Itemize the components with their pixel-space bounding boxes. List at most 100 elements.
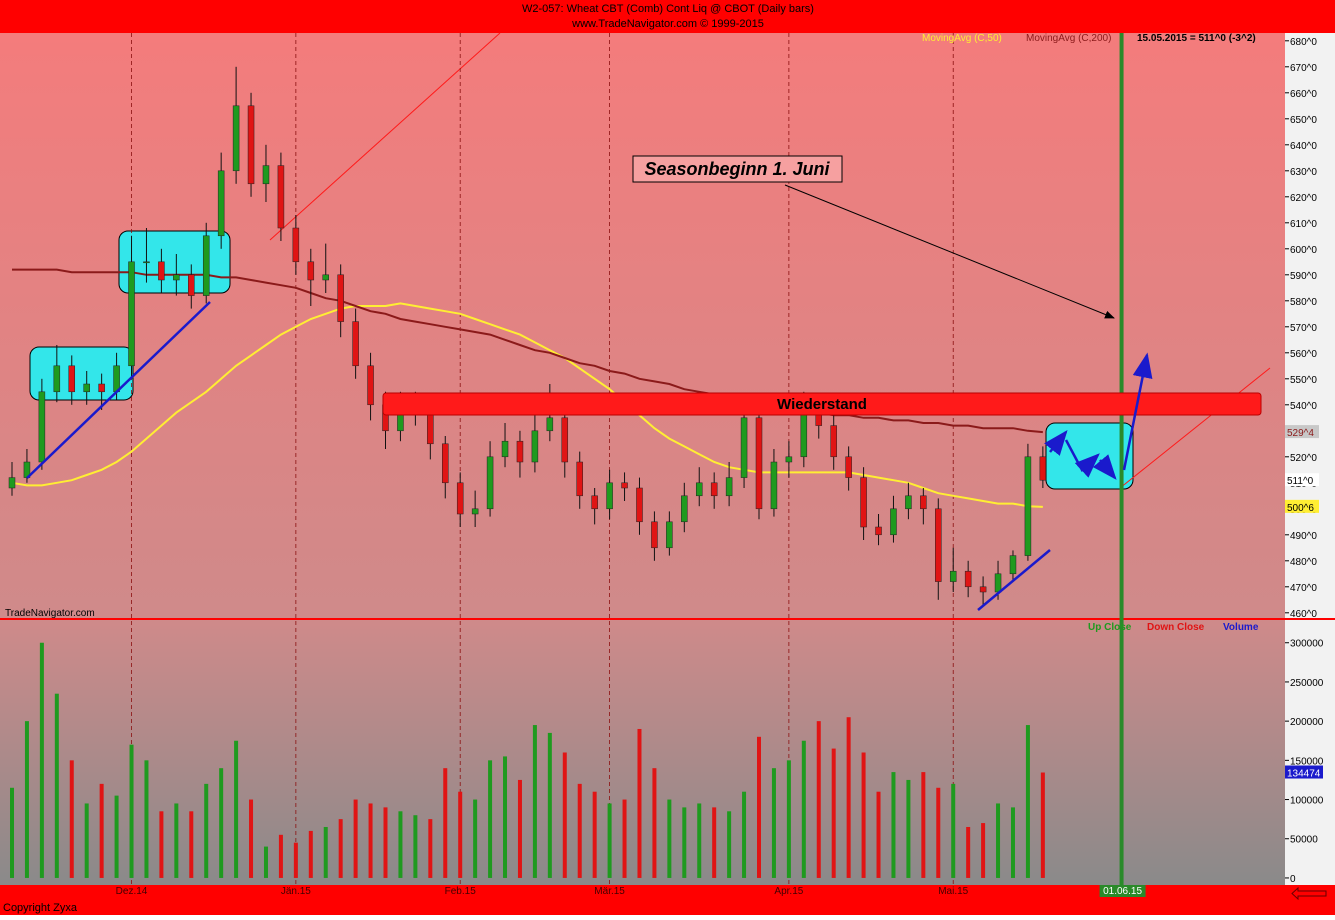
- y-tick-label: 100000: [1290, 796, 1324, 807]
- volume-bar: [293, 842, 298, 878]
- volume-bar: [981, 823, 986, 878]
- volume-bar: [727, 811, 732, 878]
- candle-body: [113, 365, 120, 393]
- scroll-arrow[interactable]: [1291, 886, 1327, 901]
- y-tick-label: 620^0: [1290, 193, 1317, 204]
- candle-body: [173, 274, 180, 281]
- y-tick-label: 50000: [1290, 835, 1318, 846]
- volume-bar: [69, 760, 74, 878]
- value-tag: [1285, 499, 1319, 513]
- volume-bar: [607, 803, 612, 878]
- volume-bar: [996, 803, 1001, 878]
- candle-body: [994, 573, 1002, 593]
- candle-body: [531, 430, 539, 463]
- y-tick-label: 480^0: [1290, 557, 1317, 568]
- volume-panel: [0, 620, 1285, 885]
- volume-bar: [159, 811, 164, 878]
- candle-body: [681, 495, 688, 523]
- candle-body: [262, 165, 270, 185]
- candle-body: [38, 391, 46, 463]
- volume-bar: [577, 783, 582, 878]
- candle-body: [292, 227, 300, 263]
- volume-bar: [249, 799, 254, 878]
- candle-body: [546, 417, 554, 432]
- support-line: [26, 301, 211, 479]
- volume-bar: [697, 803, 702, 878]
- y-tick-label: 640^0: [1290, 141, 1317, 152]
- candle-body: [337, 274, 344, 322]
- candle-body: [1009, 555, 1017, 575]
- y-tick-label: 670^0: [1290, 63, 1317, 74]
- moving-average: [12, 268, 1043, 434]
- volume-bar: [742, 791, 747, 878]
- watermark: TradeNavigator.com: [5, 608, 95, 619]
- volume-bar: [398, 811, 403, 878]
- volume-bar: [144, 760, 149, 878]
- resistance-label: Wiederstand: [777, 396, 867, 413]
- y-tick-label: 600^0: [1290, 245, 1317, 256]
- volume-bar: [383, 807, 388, 878]
- volume-bar: [786, 760, 791, 878]
- y-tick-label: 560^0: [1290, 349, 1317, 360]
- volume-bar: [1040, 772, 1045, 878]
- volume-bar: [263, 846, 268, 878]
- volume-bar: [54, 693, 59, 878]
- y-tick-label: 540^0: [1290, 401, 1317, 412]
- legend-entry: MovingAvg (C,50): [922, 33, 1002, 44]
- volume-bar: [682, 807, 687, 878]
- candle-body: [202, 235, 210, 296]
- volume-bar: [308, 830, 313, 878]
- volume-bar: [114, 795, 119, 878]
- volume-bar: [24, 721, 29, 878]
- candle-body: [755, 417, 763, 510]
- candle-body: [860, 477, 867, 528]
- projection-arrow: [1044, 430, 1068, 456]
- volume-bar: [517, 779, 522, 878]
- pointer-arrow: [784, 184, 1115, 319]
- candle-body: [890, 508, 897, 536]
- candle-body: [666, 521, 673, 549]
- candle-body: [442, 443, 449, 484]
- volume-bar: [353, 799, 358, 878]
- volume-bar: [189, 811, 194, 878]
- support-line: [977, 549, 1051, 611]
- value-tag-label: 529^4: [1287, 428, 1314, 439]
- x-tick-label: Mär.15: [594, 886, 625, 897]
- candle-body: [561, 417, 569, 463]
- volume-bar: [1010, 807, 1015, 878]
- value-tag-label: 511^0: [1287, 476, 1314, 487]
- x-tick-label: Dez.14: [116, 886, 148, 897]
- value-tag: [1285, 425, 1319, 439]
- candle-body: [949, 570, 957, 582]
- candle-body: [606, 482, 613, 510]
- volume-bar: [174, 803, 179, 878]
- volume-bar: [532, 725, 537, 878]
- y-tick-label: 0: [1290, 874, 1296, 885]
- candle-body: [68, 365, 76, 393]
- candle-body: [471, 508, 479, 515]
- y-tick-label: 610^0: [1290, 219, 1317, 230]
- volume-bar: [562, 752, 567, 878]
- candle-body: [576, 461, 583, 497]
- drawings-over: Wiederstand Seasonbeginn 1. Juni TradeNa…: [5, 155, 1262, 619]
- volume-bar: [488, 760, 493, 878]
- candle-body: [247, 105, 255, 185]
- volume-bar: [84, 803, 89, 878]
- candle-body: [770, 461, 778, 510]
- volume-bar: [1025, 725, 1030, 878]
- x-tick-label: 01.06.15: [1103, 886, 1142, 897]
- volume-bar: [951, 783, 956, 878]
- candle-body: [636, 487, 643, 523]
- value-tag: [1285, 765, 1323, 779]
- candle-body: [830, 425, 837, 458]
- volume-bar: [278, 834, 283, 878]
- highlight-box: [118, 230, 231, 294]
- candle-body: [979, 586, 987, 593]
- volume-bar: [547, 732, 552, 878]
- volume-bar: [861, 752, 866, 878]
- candle-body: [486, 456, 494, 510]
- y-tick-label: 660^0: [1290, 89, 1317, 100]
- candle-body: [935, 508, 942, 582]
- y-tick-label: 300000: [1290, 639, 1324, 650]
- note-box: [632, 155, 843, 183]
